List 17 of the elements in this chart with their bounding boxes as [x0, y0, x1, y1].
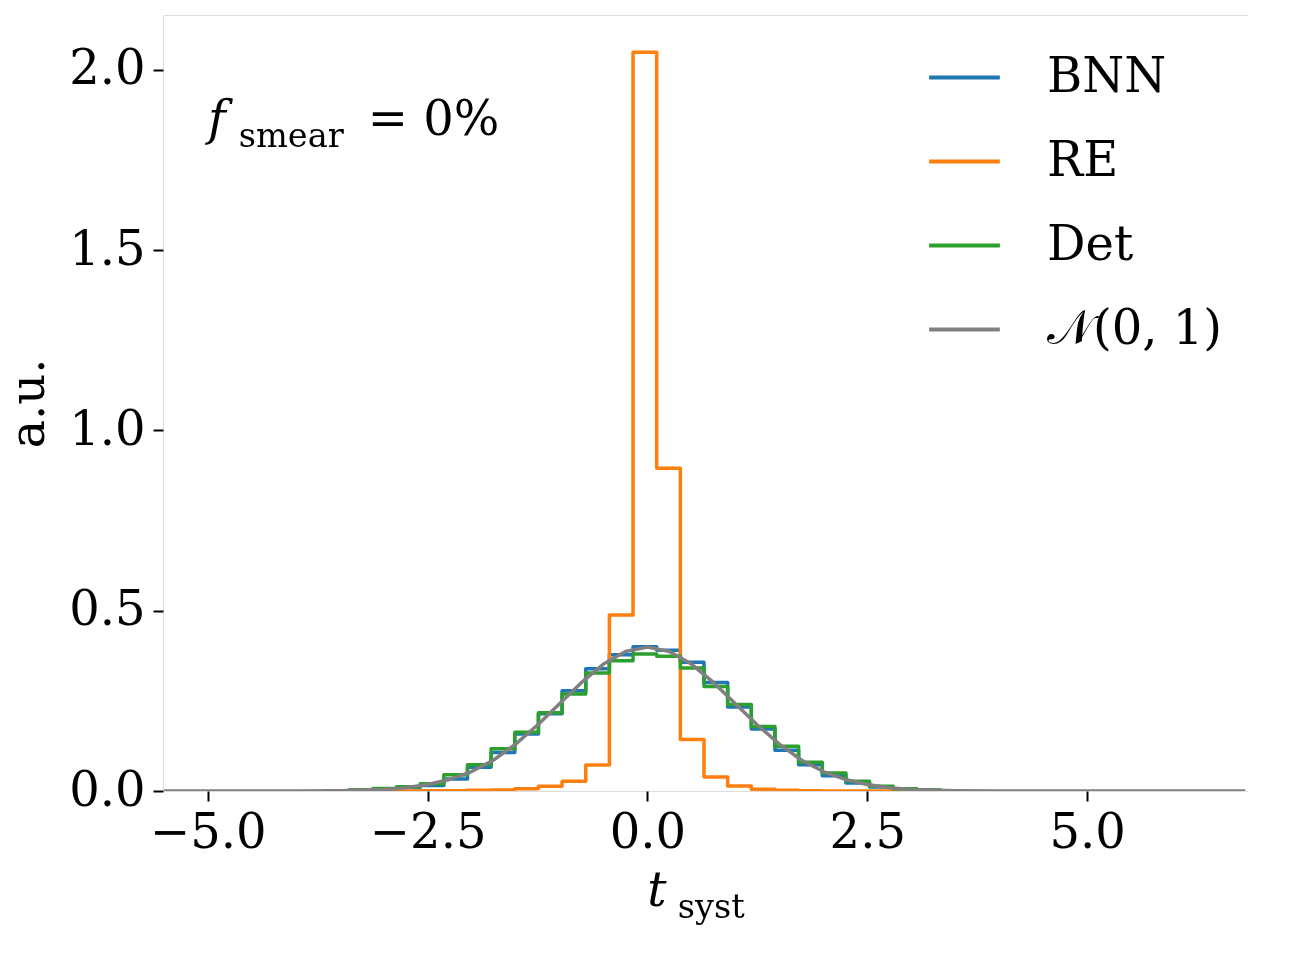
- y-tick-label: 1.0: [69, 399, 146, 456]
- legend-label: Det: [1047, 214, 1134, 271]
- x-tick-label: 0.0: [609, 802, 687, 859]
- y-tick-label: 0.5: [69, 580, 146, 637]
- x-tick-label: −5.0: [150, 802, 267, 859]
- y-tick-label: 0.0: [69, 760, 146, 817]
- annotation: fsmear = 0%: [205, 90, 500, 155]
- x-tick-label: −2.5: [369, 802, 487, 859]
- y-axis-title: a.u.: [0, 358, 56, 449]
- legend-label: BNN: [1047, 46, 1167, 103]
- legend-label: 𝒩(0, 1): [1047, 298, 1223, 355]
- x-tick-label: 2.5: [829, 802, 906, 859]
- legend-label: RE: [1047, 130, 1119, 187]
- line-series: [163, 645, 1248, 791]
- x-tick-label: 5.0: [1049, 802, 1126, 859]
- y-tick-label: 2.0: [69, 39, 146, 96]
- y-tick-label: 1.5: [69, 219, 146, 276]
